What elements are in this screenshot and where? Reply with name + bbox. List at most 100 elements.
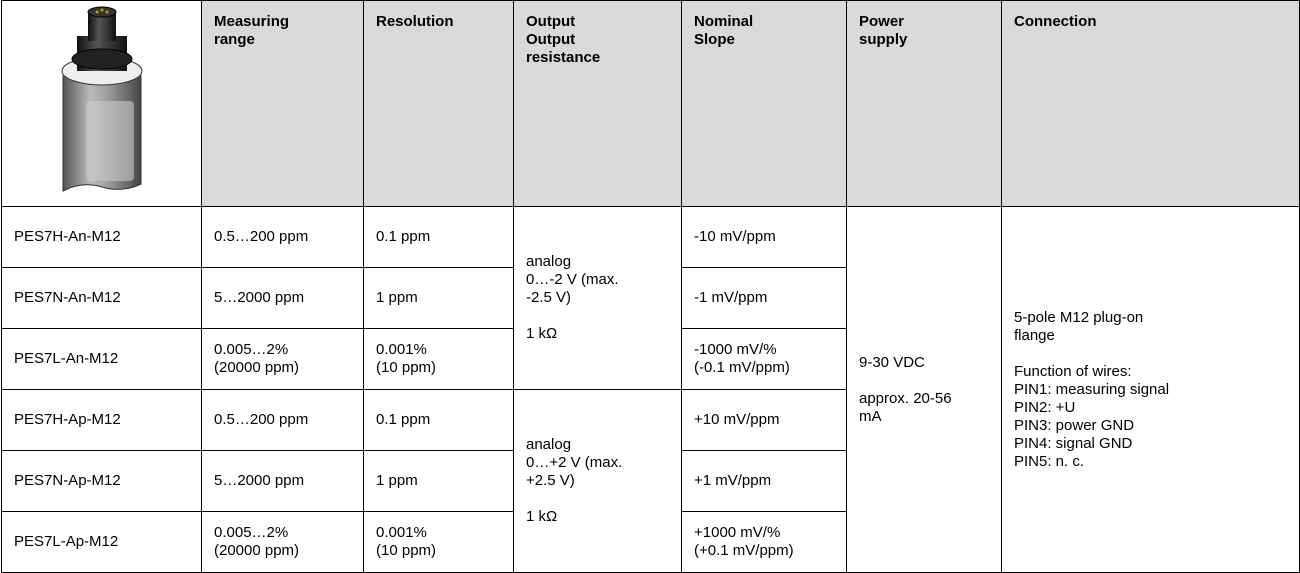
slope-cell: -1000 mV/%(-0.1 mV/ppm) [682, 329, 847, 390]
cell-line: 0…-2 V (max. [526, 271, 671, 289]
page: {"header": {"columns": [["Measuring", "r… [0, 0, 1300, 568]
paragraph: analog0…-2 V (max.-2.5 V) [526, 253, 671, 307]
cell-line: supply [859, 31, 991, 49]
cell-line: 0.005…2% [214, 341, 353, 359]
resolution-cell: 0.001%(10 ppm) [364, 512, 514, 573]
slope-cell: +10 mV/ppm [682, 390, 847, 451]
cell-line: PIN5: n. c. [1014, 453, 1289, 471]
cell-line: resistance [526, 49, 671, 67]
cell-line: 9-30 VDC [859, 354, 991, 372]
model-cell: PES7N-An-M12 [2, 268, 202, 329]
cell-line: (-0.1 mV/ppm) [694, 359, 836, 377]
cell-line: 5…2000 ppm [214, 472, 353, 490]
cell-line: 5…2000 ppm [214, 289, 353, 307]
header-cell: Resolution [364, 1, 514, 207]
sensor-image [2, 1, 202, 201]
cell-line: +1000 mV/% [694, 524, 836, 542]
cell-line: -2.5 V) [526, 289, 671, 307]
model-cell: PES7N-Ap-M12 [2, 451, 202, 512]
model-cell: PES7L-An-M12 [2, 329, 202, 390]
range-cell: 5…2000 ppm [202, 451, 364, 512]
range-cell: 0.005…2%(20000 ppm) [202, 329, 364, 390]
cell-line: 0.1 ppm [376, 411, 503, 429]
header-cell: Connection [1002, 1, 1300, 207]
cell-line: (10 ppm) [376, 542, 503, 560]
cell-line: Function of wires: [1014, 363, 1289, 381]
cell-line: +1 mV/ppm [694, 472, 836, 490]
cell-line: Nominal [694, 13, 836, 31]
cell-line: -1 mV/ppm [694, 289, 836, 307]
cell-line: -1000 mV/% [694, 341, 836, 359]
cell-line: Output [526, 13, 671, 31]
cell-line: PIN2: +U [1014, 399, 1289, 417]
product-image-cell [2, 1, 202, 207]
cell-line: 0.005…2% [214, 524, 353, 542]
paragraph: 1 kΩ [526, 508, 671, 526]
cell-line: analog [526, 436, 671, 454]
cell-line: 1 kΩ [526, 508, 671, 526]
cell-line: range [214, 31, 353, 49]
cell-line: approx. 20-56 [859, 390, 991, 408]
spec-table: MeasuringrangeResolutionOutputOutputresi… [1, 0, 1300, 573]
slope-cell: +1000 mV/%(+0.1 mV/ppm) [682, 512, 847, 573]
cell-line: +10 mV/ppm [694, 411, 836, 429]
model-cell: PES7H-Ap-M12 [2, 390, 202, 451]
cell-line: 0.001% [376, 341, 503, 359]
resolution-cell: 0.001%(10 ppm) [364, 329, 514, 390]
cell-line: (+0.1 mV/ppm) [694, 542, 836, 560]
model-cell: PES7L-Ap-M12 [2, 512, 202, 573]
cell-line: (20000 ppm) [214, 542, 353, 560]
cell-line: Resolution [376, 13, 503, 31]
cell-line: Slope [694, 31, 836, 49]
model-cell: PES7H-An-M12 [2, 207, 202, 268]
cell-line: 1 kΩ [526, 325, 671, 343]
cell-line: Measuring [214, 13, 353, 31]
cell-line: 0.1 ppm [376, 228, 503, 246]
resolution-cell: 1 ppm [364, 268, 514, 329]
slope-cell: -10 mV/ppm [682, 207, 847, 268]
resolution-cell: 0.1 ppm [364, 207, 514, 268]
resolution-cell: 0.1 ppm [364, 390, 514, 451]
paragraph: analog0…+2 V (max.+2.5 V) [526, 436, 671, 490]
cell-line: 1 ppm [376, 289, 503, 307]
cell-line: Power [859, 13, 991, 31]
slope-cell: -1 mV/ppm [682, 268, 847, 329]
cell-line: PIN1: measuring signal [1014, 381, 1289, 399]
cell-line: Connection [1014, 13, 1289, 31]
slope-cell: +1 mV/ppm [682, 451, 847, 512]
range-cell: 0.5…200 ppm [202, 390, 364, 451]
cell-line: flange [1014, 327, 1289, 345]
cell-line: 1 ppm [376, 472, 503, 490]
cell-line: Output [526, 31, 671, 49]
cell-line: PIN3: power GND [1014, 417, 1289, 435]
cell-line: 0.5…200 ppm [214, 411, 353, 429]
range-cell: 0.5…200 ppm [202, 207, 364, 268]
resolution-cell: 1 ppm [364, 451, 514, 512]
paragraph: 9-30 VDC [859, 354, 991, 372]
cell-line: (10 ppm) [376, 359, 503, 377]
paragraph: Function of wires:PIN1: measuring signal… [1014, 363, 1289, 471]
cell-line: mA [859, 408, 991, 426]
paragraph: 1 kΩ [526, 325, 671, 343]
cell-line: PIN4: signal GND [1014, 435, 1289, 453]
cell-line: analog [526, 253, 671, 271]
cell-line: +2.5 V) [526, 472, 671, 490]
cell-line: 0.5…200 ppm [214, 228, 353, 246]
range-cell: 5…2000 ppm [202, 268, 364, 329]
cell-line: -10 mV/ppm [694, 228, 836, 246]
cell-line: (20000 ppm) [214, 359, 353, 377]
range-cell: 0.005…2%(20000 ppm) [202, 512, 364, 573]
cell-line: 5-pole M12 plug-on [1014, 309, 1289, 327]
